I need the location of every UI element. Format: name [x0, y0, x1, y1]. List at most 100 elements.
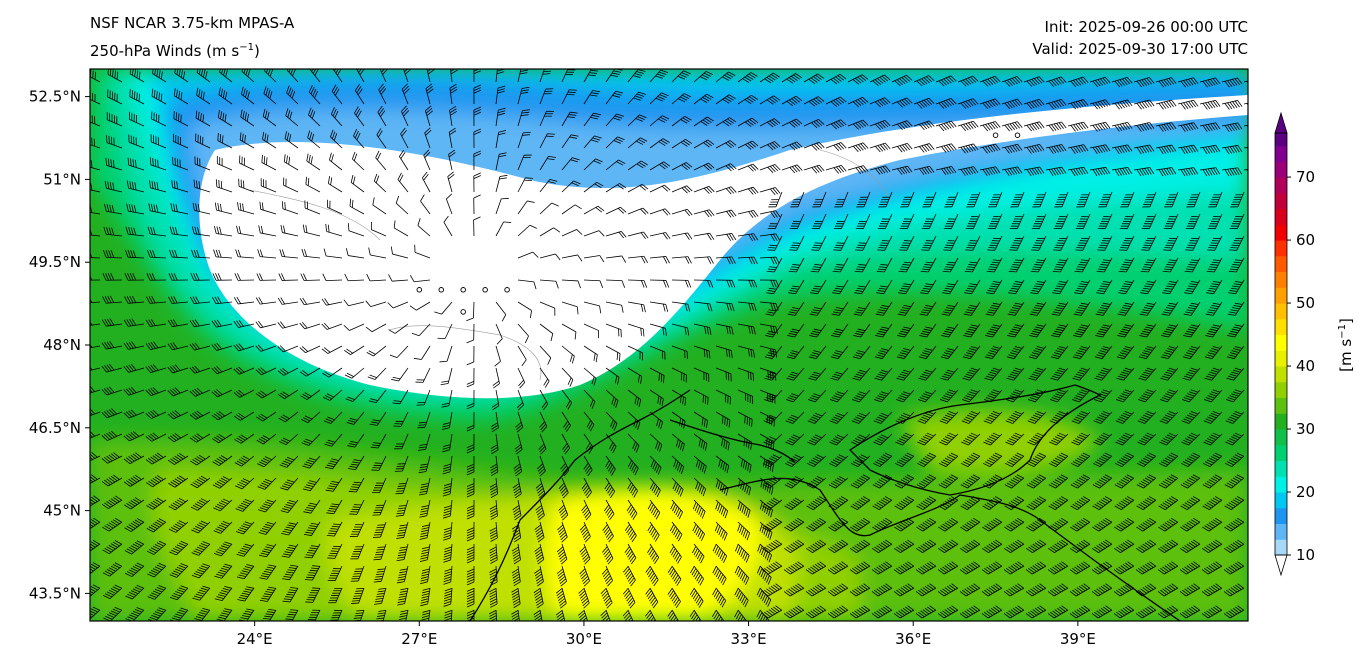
colorbar-level [1275, 334, 1287, 351]
wind-barb [869, 165, 891, 175]
wind-barb [233, 366, 255, 375]
wind-barb [1031, 213, 1047, 229]
wind-barb [944, 191, 959, 208]
wind-barb [347, 223, 365, 237]
wind-barb [1097, 235, 1113, 251]
wind-barb [942, 279, 959, 295]
wind-barb [561, 345, 575, 364]
wind-barb [466, 367, 475, 388]
wind-barb [918, 345, 937, 360]
wind-barb [388, 323, 409, 334]
wind-barb [1053, 235, 1069, 251]
lon-tick-label: 36°E [895, 630, 931, 648]
wind-barb [1155, 144, 1177, 155]
wind-barb [1051, 301, 1069, 316]
wind-barb [211, 342, 233, 351]
wind-barb [874, 345, 893, 360]
wind-barb [767, 213, 783, 229]
colorbar-level [1275, 381, 1287, 399]
wind-barb [1204, 345, 1223, 360]
wind-barb [439, 345, 453, 363]
wind-barb [561, 367, 574, 387]
wind-barb [233, 319, 255, 328]
wind-barb [466, 345, 475, 366]
lat-tick-label: 46.5°N [29, 419, 81, 437]
wind-barb [1119, 213, 1135, 229]
colorbar-level [1275, 539, 1287, 556]
wind-barb [561, 301, 579, 315]
wind-barb [876, 257, 893, 273]
wind-barb [277, 345, 299, 353]
colorbar-label: [m s−1] [1337, 318, 1355, 372]
wind-barb [803, 141, 825, 151]
colorbar-level [1275, 397, 1287, 414]
wind-barb [988, 191, 1003, 208]
calm-circle [1014, 132, 1021, 138]
wind-barb [715, 71, 736, 83]
wind-barb [693, 209, 715, 218]
wind-barb [1155, 167, 1177, 177]
wind-barb [299, 367, 321, 377]
wind-barb [277, 321, 299, 329]
wind-barb [149, 157, 167, 171]
wind-barb [167, 342, 189, 351]
wind-barb [808, 367, 827, 381]
wind-barb [473, 194, 481, 215]
wind-barb [213, 249, 233, 259]
wind-barb [539, 202, 559, 215]
wind-barb [107, 89, 123, 105]
wind-barb [874, 367, 893, 381]
wind-barb [1023, 121, 1045, 132]
wind-barb [189, 342, 211, 351]
wind-barb [940, 345, 959, 360]
wind-barb [343, 345, 365, 355]
wind-barb [671, 323, 690, 336]
wind-barb [627, 137, 648, 149]
wind-barb [307, 130, 321, 149]
wind-barb [788, 257, 805, 273]
wind-barb [789, 213, 805, 229]
wind-barb [966, 191, 981, 208]
country-borders [249, 149, 891, 381]
wind-barb [448, 149, 456, 171]
wind-barb [847, 119, 869, 130]
wind-barbs [90, 69, 1248, 621]
lon-tick-label: 33°E [731, 630, 767, 648]
wind-barb [409, 274, 431, 283]
wind-barb [123, 341, 145, 350]
wind-barb [90, 114, 101, 127]
wind-barb [1028, 367, 1047, 381]
wind-barb [145, 432, 167, 442]
wind-barb [473, 84, 482, 105]
wind-barb [350, 174, 365, 193]
calm-circle [438, 287, 444, 293]
wind-barb [1089, 76, 1111, 88]
wind-barb [255, 389, 277, 399]
wind-barb [308, 107, 321, 127]
wind-barb [1001, 166, 1023, 176]
colorbar-tick-label: 60 [1296, 231, 1315, 249]
wind-barb [869, 119, 891, 130]
wind-barb [1115, 411, 1135, 424]
wind-barb [851, 389, 871, 403]
wind-barb [1076, 191, 1091, 208]
wind-barb [1119, 235, 1135, 251]
wind-barb [1227, 323, 1245, 338]
wind-barb [1203, 389, 1223, 403]
wind-barb [1230, 191, 1245, 208]
wind-barb [449, 105, 458, 127]
wind-barb [1005, 389, 1025, 403]
wind-barb [766, 279, 783, 295]
wind-barb [847, 142, 869, 153]
wind-barb [715, 140, 737, 149]
wind-barb [325, 223, 343, 237]
wind-barb [1141, 235, 1157, 251]
wind-barb [649, 208, 671, 216]
wind-barb [167, 364, 189, 374]
wind-barb [649, 389, 664, 407]
wind-barb [1001, 98, 1023, 110]
wind-barb [517, 69, 529, 83]
wind-barb [102, 249, 123, 259]
colorbar-level [1275, 161, 1287, 178]
wind-barb [984, 345, 1003, 360]
